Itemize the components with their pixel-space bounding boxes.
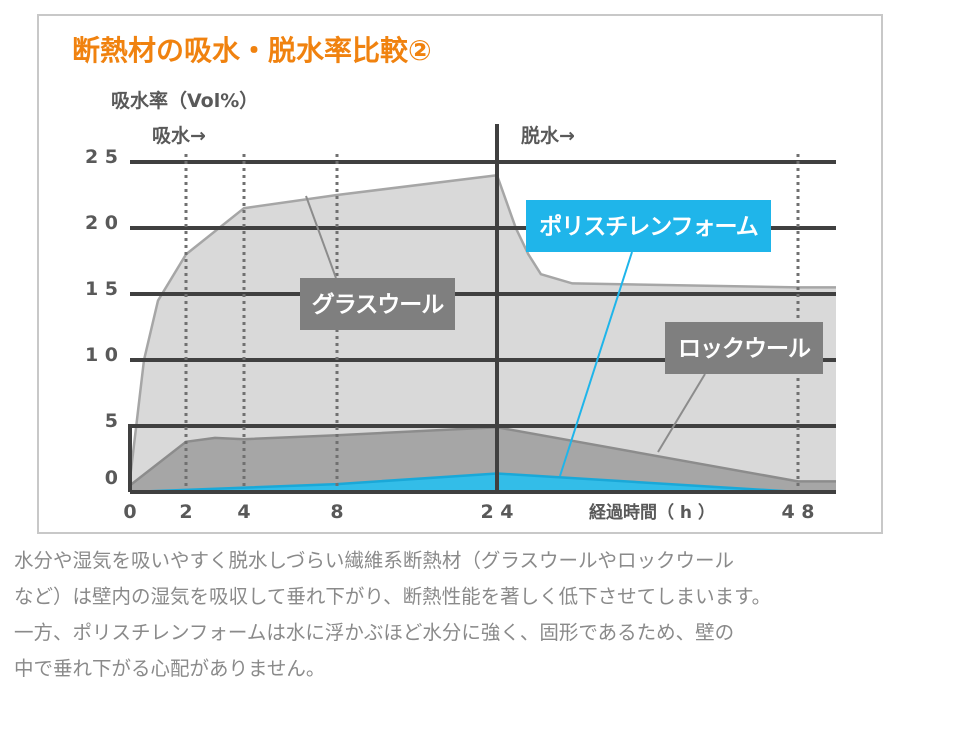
x-tick-label: 4 <box>237 501 250 523</box>
callout-box <box>665 322 823 374</box>
y-tick-label: 5 <box>105 410 118 432</box>
x-tick-label: 4 8 <box>781 501 814 523</box>
y-tick-label: 0 <box>105 467 118 489</box>
x-axis-label: 経過時間（ h ） <box>589 502 715 523</box>
chart-title: 断熱材の吸水・脱水率比較② <box>72 34 432 67</box>
y-tick-label: 2 5 <box>85 146 118 168</box>
description-line: 一方、ポリスチレンフォームは水に浮かぶほど水分に強く、固形であるため、壁の <box>14 621 735 644</box>
description-line: など）は壁内の湿気を吸収して垂れ下がり、断熱性能を著しく低下させてしまいます。 <box>14 585 772 608</box>
callout-label: ロックウール <box>678 336 811 362</box>
y-tick-label: 2 0 <box>85 212 118 234</box>
chart: 断熱材の吸水・脱水率比較② 吸水率（Vol%） 吸水→ 脱水→ 0 5 1 0 1 5… <box>72 34 836 523</box>
x-tick-label: 8 <box>330 501 343 523</box>
x-tick-label: 2 4 <box>480 501 513 523</box>
description-line: 中で垂れ下がる心配がありません。 <box>14 657 326 680</box>
series-area-2 <box>130 473 836 492</box>
series-area-1 <box>130 427 836 492</box>
dehydrate-phase-label: 脱水→ <box>521 124 575 147</box>
description-line: 水分や湿気を吸いやすく脱水しづらい繊維系断熱材（グラスウールやロックウール <box>14 549 734 572</box>
absorb-phase-label: 吸水→ <box>152 125 206 147</box>
callout-leader <box>559 251 633 477</box>
series-area-0 <box>130 175 836 492</box>
series-line-1 <box>129 426 836 487</box>
x-tick-label: 2 <box>179 501 192 523</box>
callout-label: グラスウール <box>312 291 445 318</box>
callout-leader <box>305 195 337 279</box>
callout-box <box>300 278 455 330</box>
y-axis-label: 吸水率（Vol%） <box>111 89 258 112</box>
x-tick-label: 0 <box>123 501 136 523</box>
y-tick-label: 1 5 <box>85 278 118 300</box>
callout-box <box>526 200 771 252</box>
callout-leader <box>657 373 706 453</box>
y-tick-label: 1 0 <box>85 344 118 366</box>
description: 水分や湿気を吸いやすく脱水しづらい繊維系断熱材（グラスウールやロックウール など… <box>14 543 964 687</box>
callout-label: ポリスチレンフォーム <box>539 213 759 240</box>
